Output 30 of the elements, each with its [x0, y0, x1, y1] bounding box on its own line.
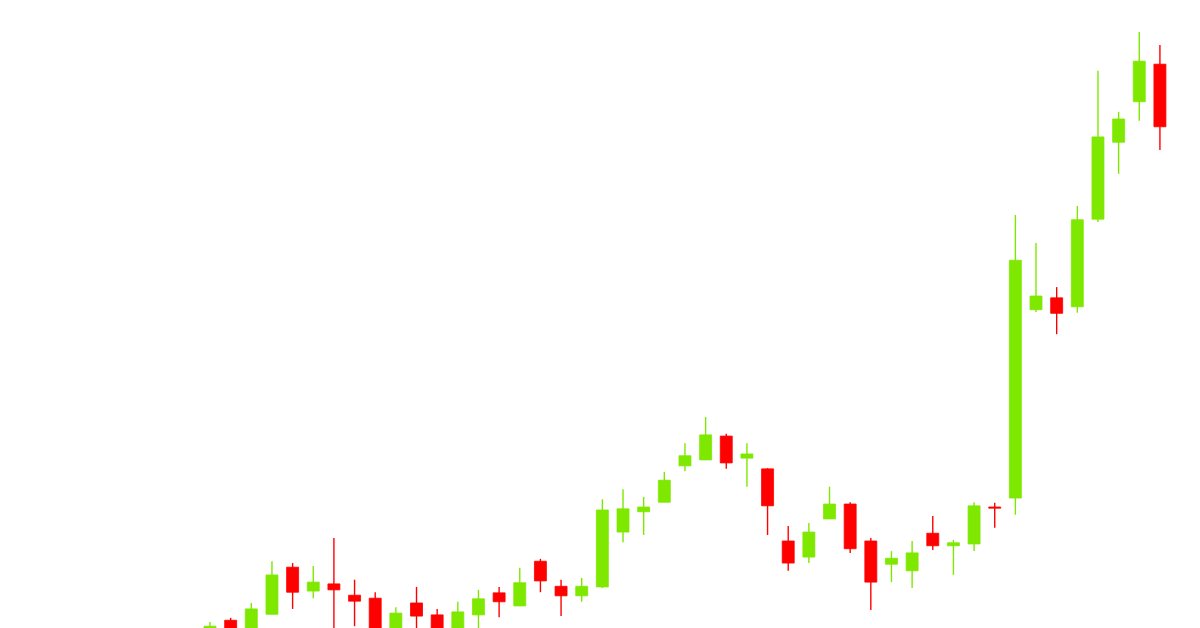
candlestick — [781, 525, 795, 572]
candlestick — [1029, 242, 1043, 313]
candlestick — [492, 586, 506, 618]
candlestick — [575, 577, 589, 603]
candlestick — [926, 515, 940, 551]
candlestick — [885, 550, 898, 583]
candlestick — [348, 579, 361, 627]
candlestick — [905, 540, 919, 589]
candlestick — [1050, 286, 1064, 335]
candlestick — [947, 539, 960, 576]
candlestick — [306, 565, 320, 599]
candlestick — [657, 471, 671, 503]
candlestick — [244, 602, 258, 628]
candlestick — [554, 579, 568, 617]
candlestick — [534, 558, 547, 593]
candlestick — [472, 589, 485, 628]
candlestick — [637, 496, 651, 536]
candlestick — [389, 606, 403, 628]
candlestick — [988, 502, 1002, 529]
candlestick — [203, 621, 217, 628]
candlestick — [451, 601, 465, 628]
candlestick — [327, 537, 341, 628]
candlestick — [430, 608, 444, 628]
candlestick — [410, 586, 423, 628]
candlestick — [616, 488, 630, 543]
candlestick — [678, 442, 692, 472]
candlestick — [823, 486, 836, 520]
candlestick — [1112, 111, 1126, 175]
candlestick — [513, 567, 527, 607]
candlestick — [740, 442, 754, 488]
